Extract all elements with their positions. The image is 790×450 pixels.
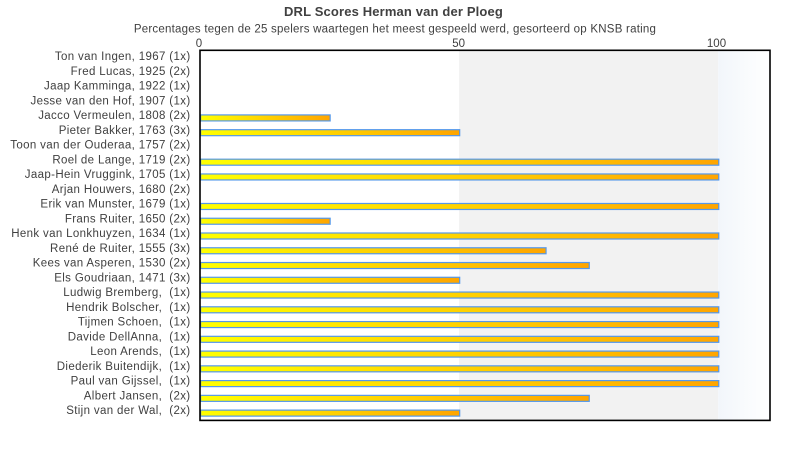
- svg-text:Tijmen Schoen, (1x): Tijmen Schoen, (1x): [78, 317, 191, 329]
- svg-text:Davide DellAnna, (1x): Davide DellAnna, (1x): [68, 331, 191, 343]
- svg-text:Erik van Munster, 1679 (1x): Erik van Munster, 1679 (1x): [40, 199, 190, 211]
- svg-text:Paul van Gijssel, (1x): Paul van Gijssel, (1x): [71, 376, 191, 388]
- svg-text:Pieter Bakker, 1763 (3x): Pieter Bakker, 1763 (3x): [59, 125, 191, 137]
- svg-text:Albert Jansen, (2x): Albert Jansen, (2x): [84, 390, 191, 402]
- svg-text:Jesse van den Hof, 1907 (1x): Jesse van den Hof, 1907 (1x): [30, 95, 190, 107]
- svg-text:Leon Arends, (1x): Leon Arends, (1x): [90, 346, 190, 358]
- svg-text:Hendrik Bolscher, (1x): Hendrik Bolscher, (1x): [66, 302, 190, 314]
- svg-text:Henk van Lonkhuyzen, 1634 (1x): Henk van Lonkhuyzen, 1634 (1x): [11, 228, 190, 240]
- svg-text:Diederik Buitendijk, (1x): Diederik Buitendijk, (1x): [57, 361, 191, 373]
- svg-text:Roel de Lange, 1719 (2x): Roel de Lange, 1719 (2x): [52, 154, 190, 166]
- svg-text:Ton van Ingen, 1967 (1x): Ton van Ingen, 1967 (1x): [55, 51, 191, 63]
- svg-text:Jaap Kamminga, 1922 (1x): Jaap Kamminga, 1922 (1x): [44, 81, 190, 93]
- svg-text:Arjan Houwers, 1680 (2x): Arjan Houwers, 1680 (2x): [52, 184, 191, 196]
- svg-text:Fred Lucas, 1925 (2x): Fred Lucas, 1925 (2x): [71, 66, 191, 78]
- svg-text:Frans Ruiter, 1650 (2x): Frans Ruiter, 1650 (2x): [65, 213, 191, 225]
- svg-text:Jacco Vermeulen, 1808 (2x): Jacco Vermeulen, 1808 (2x): [38, 110, 190, 122]
- svg-text:Ludwig Bremberg, (1x): Ludwig Bremberg, (1x): [63, 287, 190, 299]
- svg-text:Stijn van der Wal, (2x): Stijn van der Wal, (2x): [66, 405, 190, 417]
- svg-text:Kees van Asperen, 1530 (2x): Kees van Asperen, 1530 (2x): [33, 258, 191, 270]
- svg-text:0: 0: [196, 38, 202, 50]
- svg-text:DRL Scores Herman van der Ploe: DRL Scores Herman van der Ploeg: [284, 4, 503, 19]
- svg-text:René de Ruiter, 1555 (3x): René de Ruiter, 1555 (3x): [50, 243, 190, 255]
- svg-text:Els Goudriaan, 1471 (3x): Els Goudriaan, 1471 (3x): [54, 272, 190, 284]
- svg-text:Jaap-Hein Vruggink, 1705 (1x): Jaap-Hein Vruggink, 1705 (1x): [25, 169, 191, 181]
- svg-text:100: 100: [707, 38, 726, 50]
- svg-text:Percentages tegen de 25 speler: Percentages tegen de 25 spelers waartege…: [134, 24, 656, 36]
- svg-text:Toon van der Ouderaa, 1757 (2x: Toon van der Ouderaa, 1757 (2x): [10, 140, 190, 152]
- svg-text:50: 50: [452, 38, 465, 50]
